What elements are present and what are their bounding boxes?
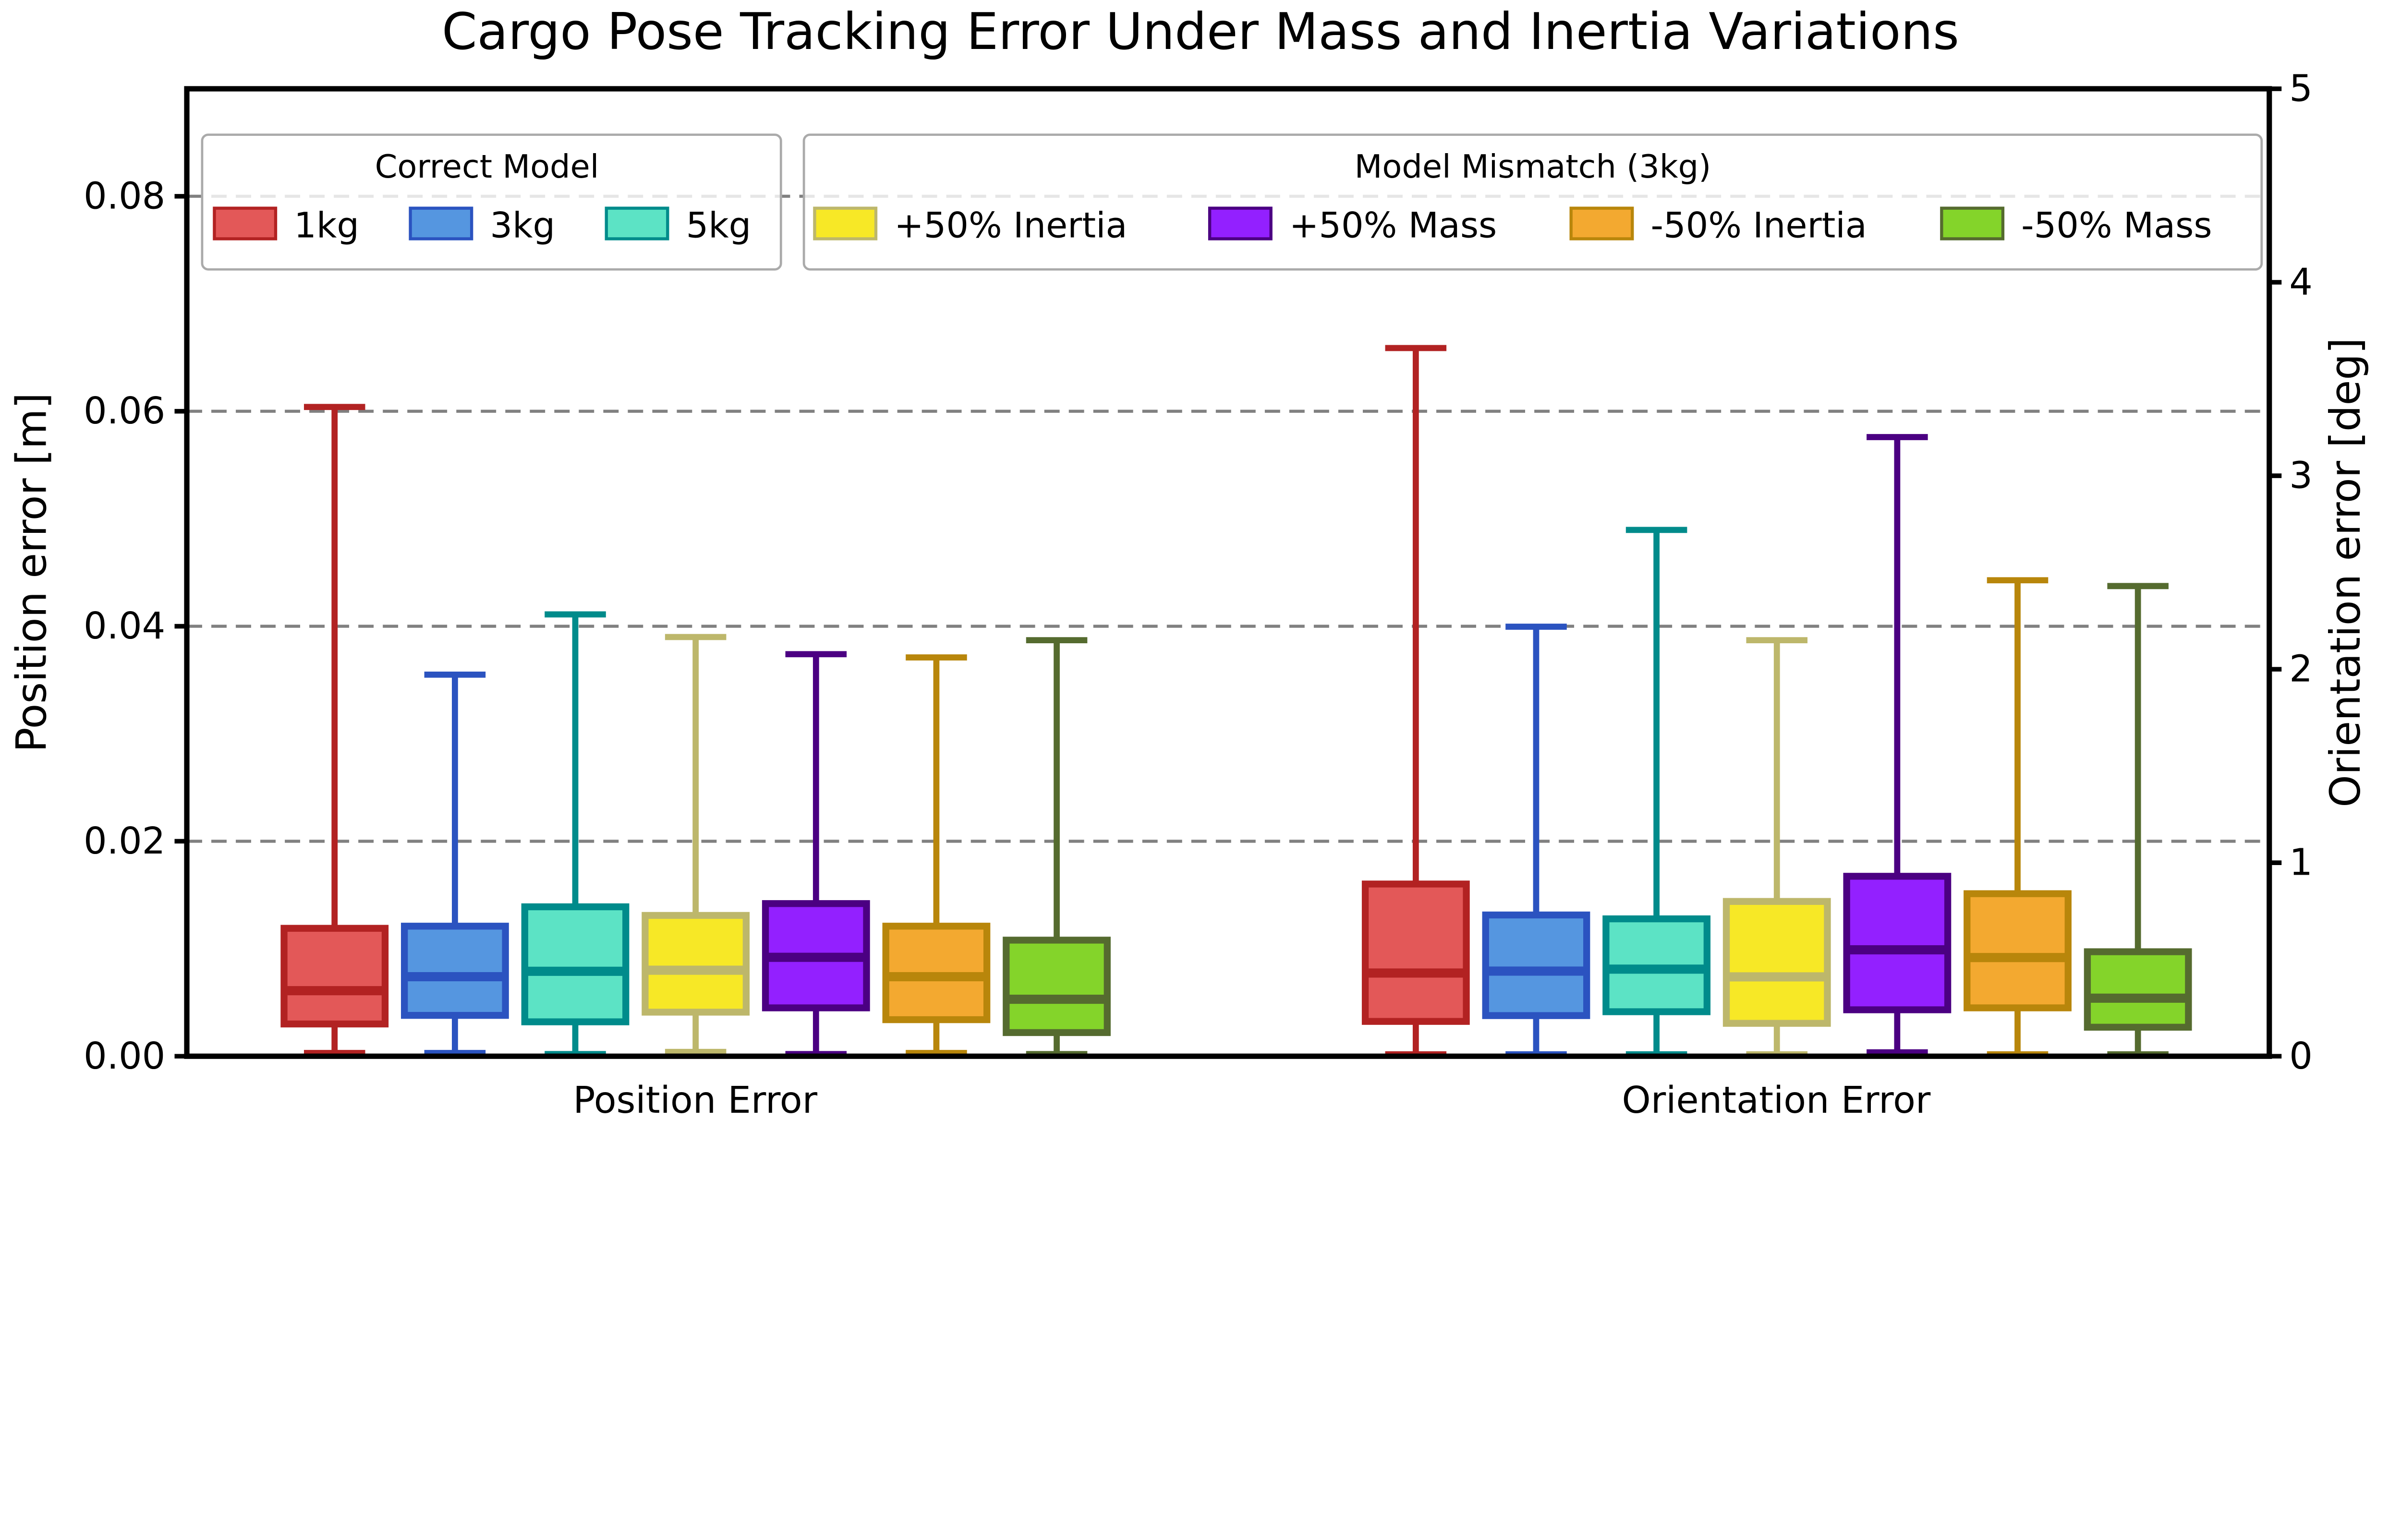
boxes xyxy=(280,345,2192,1058)
legend-title-correct-model: Correct Model xyxy=(375,148,599,185)
legend-title-model-mismatch: Model Mismatch (3kg) xyxy=(1355,148,1711,185)
legend-swatch xyxy=(213,206,278,241)
legend-label: 5kg xyxy=(686,205,752,246)
x-tick-orientation-error: Orientation Error xyxy=(1622,1079,1931,1119)
legend-label: -50% Inertia xyxy=(1650,205,1867,246)
box-orientation xyxy=(1602,527,1711,1058)
box-position xyxy=(521,611,630,1058)
box-iqr xyxy=(2084,948,2192,1031)
y2-axis-label: Orientation error [deg] xyxy=(2322,337,2370,807)
legend-swatch xyxy=(1208,206,1273,241)
legend-label: +50% Inertia xyxy=(894,205,1127,246)
y2-tick-label: 3 xyxy=(2289,455,2313,497)
box-iqr xyxy=(521,903,630,1025)
box-orientation xyxy=(1722,637,1831,1058)
box-position xyxy=(400,671,509,1056)
legend: Correct Model Model Mismatch (3kg) 1kg 3k… xyxy=(201,133,2263,271)
box-iqr xyxy=(1482,911,1590,1019)
box-iqr xyxy=(1361,880,1470,1025)
box-iqr xyxy=(1843,873,1952,1013)
box-iqr xyxy=(280,925,389,1028)
box-iqr xyxy=(400,923,509,1019)
plot-frame xyxy=(184,86,2272,1059)
legend-box-model-mismatch xyxy=(802,133,2263,271)
boxplot-chart: Cargo Pose Tracking Error Under Mass and… xyxy=(8,2,2370,1119)
legend-label: -50% Mass xyxy=(2021,205,2212,246)
y-tick-label: 0.00 xyxy=(84,1035,165,1078)
x-tick-position-error: Position Error xyxy=(573,1079,817,1119)
box-orientation xyxy=(2084,583,2192,1058)
legend-label: +50% Mass xyxy=(1289,205,1497,246)
box-iqr xyxy=(642,912,750,1016)
box-orientation xyxy=(1964,577,2072,1058)
legend-swatch xyxy=(1569,206,1634,241)
box-position xyxy=(1003,637,1111,1058)
y-tick-label: 0.02 xyxy=(84,820,165,863)
box-position xyxy=(762,651,870,1058)
y2-tick-label: 1 xyxy=(2289,842,2313,884)
chart-title: Cargo Pose Tracking Error Under Mass and… xyxy=(442,2,1959,61)
y2-tick-label: 4 xyxy=(2289,261,2313,304)
box-position xyxy=(280,404,389,1056)
y-tick-label: 0.06 xyxy=(84,390,165,433)
legend-swatch xyxy=(1940,206,2005,241)
y-tick-label: 0.08 xyxy=(84,175,165,217)
box-position xyxy=(642,634,750,1055)
box-iqr xyxy=(1722,898,1831,1027)
legend-label: 3kg xyxy=(490,205,555,246)
y-axis-label: Position error [m] xyxy=(8,393,56,752)
gridlines xyxy=(187,194,2269,843)
y2-tick-label: 5 xyxy=(2289,67,2313,110)
legend-label: 1kg xyxy=(294,205,359,246)
box-orientation xyxy=(1361,345,1470,1058)
y2-tick-label: 2 xyxy=(2289,648,2313,691)
box-orientation xyxy=(1482,624,1590,1058)
box-position xyxy=(882,654,991,1056)
axes: 0.00 0.02 0.04 0.06 0.08 0 1 2 3 4 5 xyxy=(84,67,2313,1077)
box-iqr xyxy=(1964,890,2072,1011)
legend-swatch xyxy=(813,206,878,241)
legend-swatch xyxy=(409,206,473,241)
legend-swatch xyxy=(605,206,669,241)
y2-tick-label: 0 xyxy=(2289,1035,2313,1078)
y-tick-label: 0.04 xyxy=(84,605,165,648)
box-orientation xyxy=(1843,434,1952,1056)
box-iqr xyxy=(1003,937,1111,1036)
